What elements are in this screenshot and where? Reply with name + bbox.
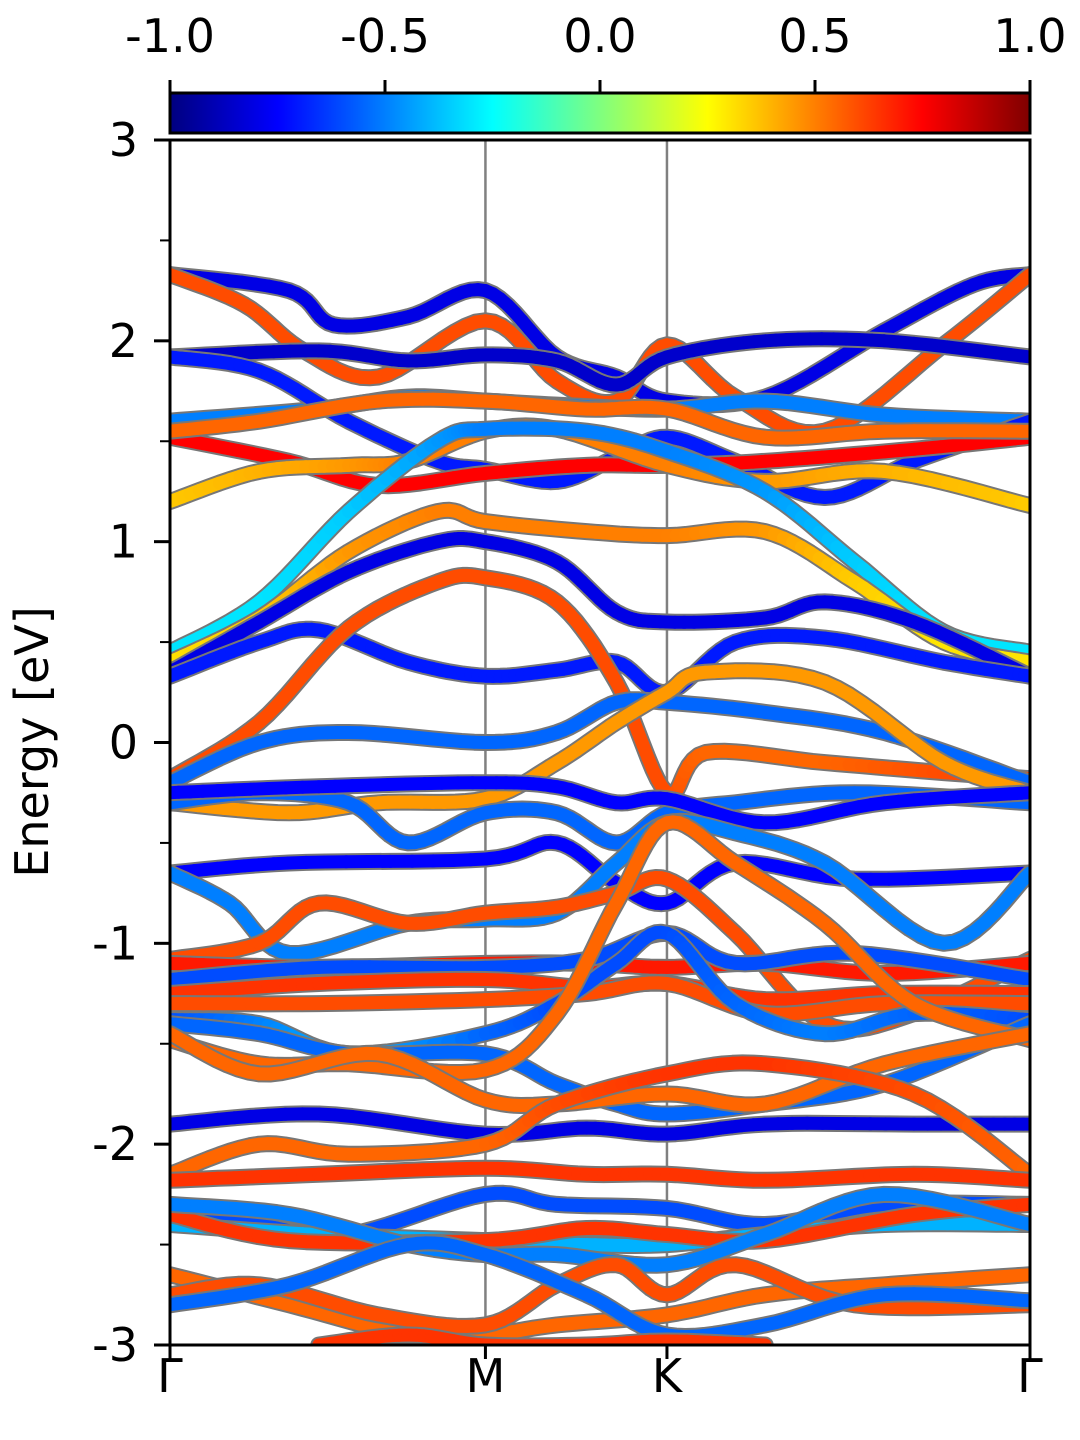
y-tick-label: 3 (109, 113, 138, 167)
x-tick-label: K (652, 1349, 684, 1403)
band (170, 1234, 1030, 1345)
colorbar-tick-label: 0.0 (563, 9, 636, 63)
y-tick-label: 2 (109, 314, 138, 368)
band (170, 1105, 1030, 1143)
y-tick-label: -1 (92, 916, 138, 970)
band (170, 390, 1030, 447)
colorbar-gradient (168, 91, 1032, 135)
colorbar-tick-label: 0.5 (778, 9, 851, 63)
colorbar-tick-label: -0.5 (340, 9, 430, 63)
band (170, 1054, 1030, 1183)
band-lines (170, 266, 1030, 1345)
x-tick-label: M (466, 1349, 506, 1403)
band (170, 330, 1030, 394)
band (170, 530, 1030, 685)
colorbar-tick-label: -1.0 (125, 9, 215, 63)
y-axis-ticks: 3 2 1 0 -1 -2 -3 (92, 113, 170, 1372)
y-tick-label: -3 (92, 1318, 138, 1372)
band-segment (1012, 795, 1030, 810)
band-segment (1012, 971, 1030, 986)
x-tick-label: Γ (1017, 1349, 1043, 1403)
y-tick-label: 1 (109, 515, 138, 569)
plot-area: 3 2 1 0 -1 -2 -3 Γ M K Γ (92, 113, 1043, 1403)
band (170, 1159, 1030, 1189)
colorbar-ticks: -1.0 -0.5 0.0 0.5 1.0 (125, 9, 1067, 93)
y-tick-label: -2 (92, 1117, 138, 1171)
y-axis-label: Energy [eV] (5, 606, 59, 877)
x-tick-label: Γ (157, 1349, 183, 1403)
colorbar-tick-label: 1.0 (993, 9, 1066, 63)
colorbar: -1.0 -0.5 0.0 0.5 1.0 (125, 9, 1067, 135)
y-tick-label: 0 (109, 716, 138, 770)
band (170, 774, 1030, 832)
